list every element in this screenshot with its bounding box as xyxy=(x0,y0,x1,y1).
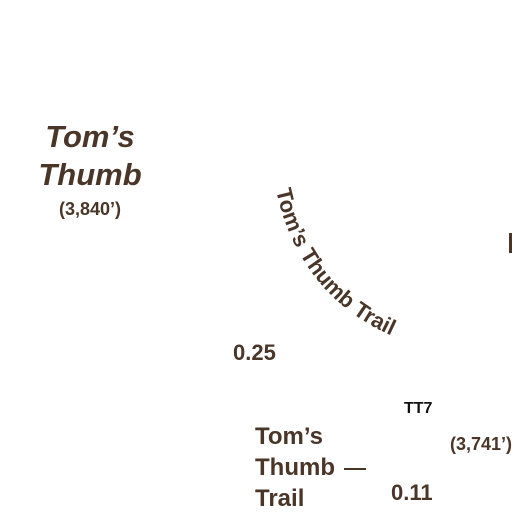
trail-name-label: Tom’s Thumb Trail xyxy=(255,421,335,512)
trail-name-line-3: Trail xyxy=(255,485,305,512)
leader-line xyxy=(344,468,366,470)
partial-label-edge xyxy=(509,233,512,253)
curved-trail-label-path: Tom’s Thumb Trail xyxy=(271,185,400,340)
curved-trail-label-text: Tom’s Thumb Trail xyxy=(271,185,400,340)
trail-name-line-2: Thumb xyxy=(255,454,335,481)
junction-code-label: TT7 xyxy=(404,400,433,417)
peak-elevation-label: (3,840’) xyxy=(58,199,122,219)
spot-elevation-label: (3,741’) xyxy=(450,434,512,454)
trail-name-line-1: Tom’s xyxy=(255,423,324,450)
peak-name-line-1: Tom’s xyxy=(45,119,135,154)
peak-name-line-2: Thumb xyxy=(38,157,142,192)
mileage-label-1: 0.25 xyxy=(233,340,276,365)
mileage-label-2: 0.11 xyxy=(391,480,433,505)
peak-name-label: Tom’s Thumb xyxy=(28,118,152,194)
